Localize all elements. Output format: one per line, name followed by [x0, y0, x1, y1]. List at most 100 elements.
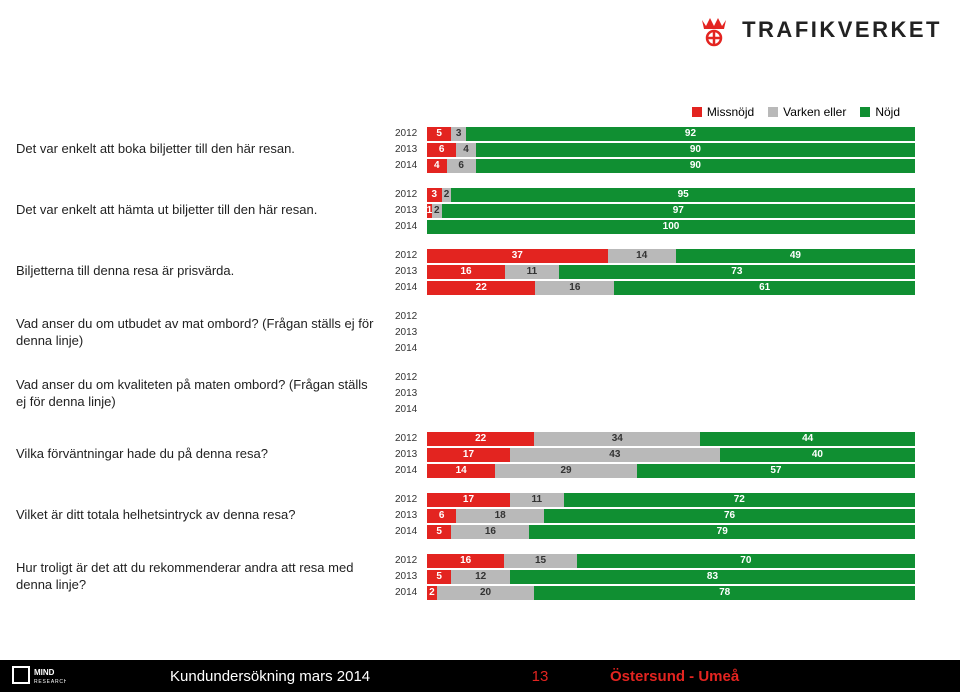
bar-segments: 371449	[427, 249, 915, 263]
bar-segments: 161570	[427, 554, 915, 568]
bar-segment: 16	[427, 554, 504, 568]
bar-segment: 11	[510, 493, 564, 507]
year-label: 2013	[395, 449, 427, 460]
bar-segment: 22	[427, 432, 534, 446]
bar-row: 201422078	[395, 585, 915, 600]
bar-segment: 2	[427, 586, 437, 600]
footer: MIND RESEARCH Kundundersökning mars 2014…	[0, 660, 960, 692]
bar-segment: 90	[476, 159, 915, 173]
bar-segment: 17	[427, 493, 510, 507]
question-label: Vad anser du om kvaliteten på maten ombo…	[0, 377, 395, 410]
bar-segment: 5	[427, 525, 451, 539]
bar-segment: 78	[534, 586, 915, 600]
bar-segments: 100	[427, 220, 915, 234]
question-block: Vilka förväntningar hade du på denna res…	[0, 430, 960, 479]
year-label: 2014	[395, 404, 427, 415]
bar-segments: 51679	[427, 525, 915, 539]
bar-segment: 6	[447, 159, 476, 173]
bar-segment: 34	[534, 432, 700, 446]
bar-row: 20125392	[395, 126, 915, 141]
bar-segments: 61876	[427, 509, 915, 523]
legend-swatch	[768, 107, 778, 117]
year-label: 2014	[395, 526, 427, 537]
bar-row: 2012161570	[395, 553, 915, 568]
question-block: Det var enkelt att hämta ut biljetter ti…	[0, 186, 960, 235]
question-label: Hur troligt är det att du rekommenderar …	[0, 560, 395, 593]
bar-row: 2014221661	[395, 280, 915, 295]
bar-segment: 15	[504, 554, 576, 568]
bar-row: 2014100	[395, 219, 915, 234]
year-label: 2014	[395, 343, 427, 354]
bar-segment: 57	[637, 464, 915, 478]
question-block: Det var enkelt att boka biljetter till d…	[0, 125, 960, 174]
legend-item: Nöjd	[860, 105, 900, 119]
year-label: 2014	[395, 587, 427, 598]
bar-row: 2014	[395, 341, 915, 356]
year-label: 2013	[395, 266, 427, 277]
year-label: 2012	[395, 433, 427, 444]
question-label: Vilket är ditt totala helhetsintryck av …	[0, 507, 395, 523]
bar-segment: 43	[510, 448, 720, 462]
year-label: 2013	[395, 510, 427, 521]
bar-segments: 1297	[427, 204, 915, 218]
year-label: 2014	[395, 221, 427, 232]
bar-segment: 20	[437, 586, 535, 600]
bar-segment: 4	[427, 159, 447, 173]
bar-segment: 49	[676, 249, 915, 263]
bar-segment: 100	[427, 220, 915, 234]
bar-row: 2012	[395, 370, 915, 385]
bar-segments: 171172	[427, 493, 915, 507]
bar-segment: 3	[451, 127, 466, 141]
bar-segments: 3295	[427, 188, 915, 202]
footer-page: 13	[470, 668, 610, 685]
legend-label: Missnöjd	[707, 105, 754, 119]
year-label: 2013	[395, 144, 427, 155]
year-label: 2012	[395, 189, 427, 200]
question-block: Vad anser du om kvaliteten på maten ombo…	[0, 369, 960, 418]
bar-row: 20123295	[395, 187, 915, 202]
bar-row: 2012223444	[395, 431, 915, 446]
bars-column: 201253922013649020144690	[395, 125, 940, 174]
bar-segments: 223444	[427, 432, 915, 446]
bar-segments: 6490	[427, 143, 915, 157]
bars-column: 2012161570201351283201422078	[395, 552, 940, 601]
brand-name: TRAFIKVERKET	[742, 17, 942, 43]
legend-swatch	[860, 107, 870, 117]
bar-segment: 95	[451, 188, 915, 202]
legend-item: Missnöjd	[692, 105, 754, 119]
year-label: 2012	[395, 250, 427, 261]
bar-row: 20136490	[395, 142, 915, 157]
year-label: 2014	[395, 465, 427, 476]
question-block: Vad anser du om utbudet av mat ombord? (…	[0, 308, 960, 357]
bar-segment: 14	[608, 249, 676, 263]
bar-segments: 142957	[427, 464, 915, 478]
chart-area: Det var enkelt att boka biljetter till d…	[0, 125, 960, 613]
bar-row: 2013174340	[395, 447, 915, 462]
bar-row: 201361876	[395, 508, 915, 523]
bar-segments	[427, 371, 915, 385]
legend-label: Varken eller	[783, 105, 846, 119]
bar-segments	[427, 310, 915, 324]
mind-icon: MIND RESEARCH	[12, 664, 66, 688]
bar-segment: 16	[427, 265, 505, 279]
year-label: 2012	[395, 372, 427, 383]
bar-segment: 6	[427, 509, 456, 523]
bar-segment: 2	[442, 188, 452, 202]
question-block: Vilket är ditt totala helhetsintryck av …	[0, 491, 960, 540]
bar-row: 2012	[395, 309, 915, 324]
bar-segments	[427, 403, 915, 417]
question-label: Det var enkelt att hämta ut biljetter ti…	[0, 202, 395, 218]
year-label: 2012	[395, 311, 427, 322]
bar-row: 2013	[395, 325, 915, 340]
bar-segments	[427, 342, 915, 356]
bar-segment: 5	[427, 570, 451, 584]
bar-segment: 5	[427, 127, 451, 141]
bar-segment: 4	[456, 143, 476, 157]
bar-segment: 16	[451, 525, 529, 539]
bar-segment: 17	[427, 448, 510, 462]
bar-segment: 90	[476, 143, 915, 157]
svg-text:RESEARCH: RESEARCH	[34, 679, 66, 685]
year-label: 2013	[395, 388, 427, 399]
bar-row: 2014	[395, 402, 915, 417]
question-label: Biljetterna till denna resa är prisvärda…	[0, 263, 395, 279]
